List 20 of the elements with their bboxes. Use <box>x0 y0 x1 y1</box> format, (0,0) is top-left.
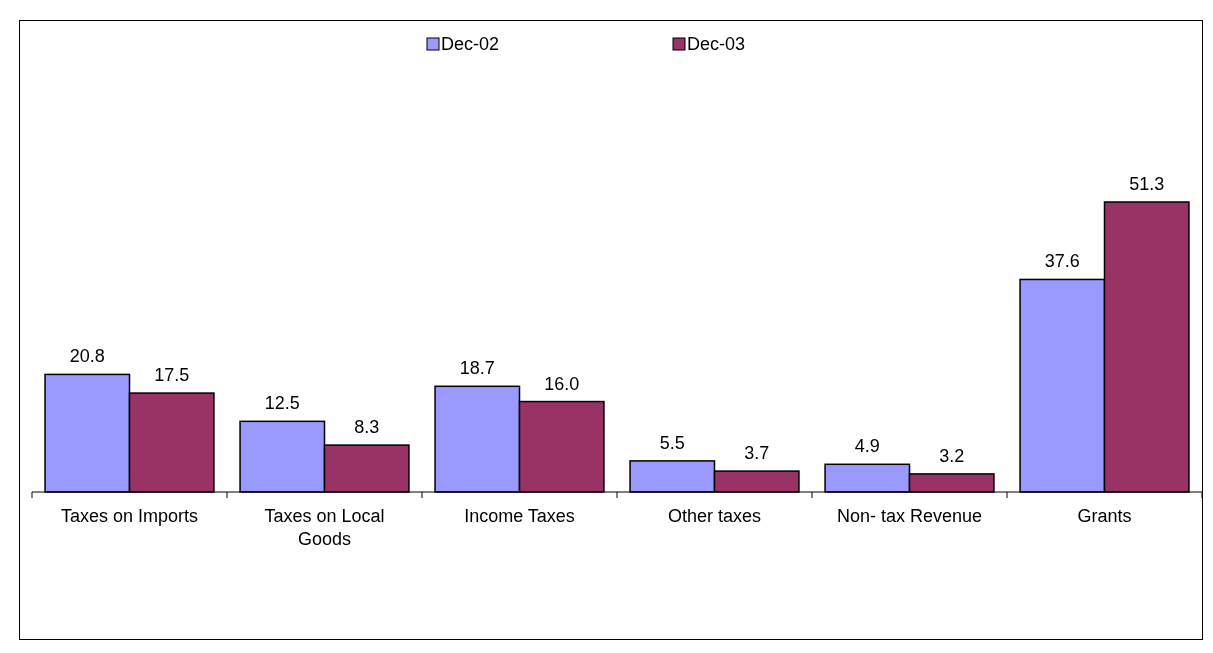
x-tick-label: Taxes on Imports <box>60 506 199 526</box>
data-label: 51.3 <box>1129 174 1165 194</box>
data-label: 8.3 <box>354 417 380 438</box>
data-label: 3.2 <box>939 445 965 466</box>
legend-label: Dec-03 <box>687 34 746 54</box>
data-label: 5.5 <box>659 432 685 453</box>
data-label: 16.0 <box>544 373 580 394</box>
data-label: 4.9 <box>854 436 880 457</box>
x-tick-label: Taxes on Local Goods <box>264 506 385 549</box>
x-tick-label: Grants <box>1077 506 1132 526</box>
data-label: 18.7 <box>459 358 495 379</box>
data-label: 37.6 <box>1044 251 1080 272</box>
x-tick-label: Non- tax Revenue <box>836 506 983 526</box>
data-label: 3.7 <box>744 443 770 464</box>
data-label: 20.8 <box>69 346 105 367</box>
data-label: 17.5 <box>154 365 190 386</box>
data-label: 12.5 <box>264 393 300 414</box>
x-tick-label: Income Taxes <box>464 506 575 526</box>
x-tick-label: Other taxes <box>667 506 762 526</box>
legend-label: Dec-02 <box>441 34 500 54</box>
